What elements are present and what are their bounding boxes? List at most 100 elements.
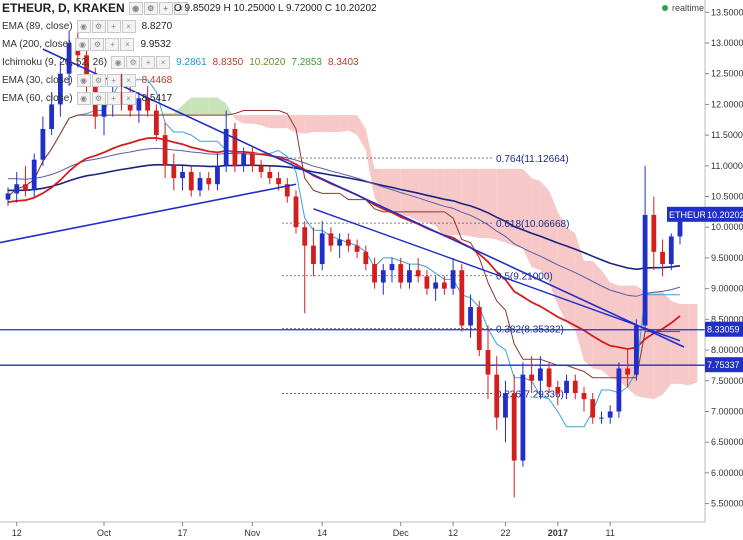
- settings-icon[interactable]: ⚙: [90, 37, 105, 51]
- candle-body: [14, 184, 20, 194]
- cloud-segment: [348, 115, 358, 136]
- time-axis[interactable]: 12 Oct 17 Nov 14 Dec 12 22 2017 11: [0, 521, 705, 538]
- indicator-buttons: ◉ ⚙ + ×: [76, 73, 136, 87]
- candle-body: [389, 264, 395, 271]
- cloud-segment: [252, 115, 262, 126]
- indicator-label[interactable]: EMA (60, close): [2, 92, 73, 104]
- indicator-row[interactable]: MA (200, close) ◉ ⚙ + × 9.9532: [2, 36, 177, 52]
- candle-body: [84, 55, 89, 80]
- y-tick-label: 8.50000: [711, 314, 743, 324]
- candle-body: [459, 270, 465, 326]
- candle-body: [441, 282, 447, 289]
- candle-body: [572, 380, 578, 394]
- indicator-label[interactable]: MA (200, close): [2, 38, 72, 50]
- y-tick-label: 7.50000: [711, 376, 743, 386]
- x-tick-label: Nov: [244, 528, 261, 538]
- candle-body: [494, 374, 500, 418]
- indicator-row[interactable]: Ichimoku (9, 26, 52, 26) ◉ ⚙ + × 9.2861 8.8350…: [2, 54, 365, 70]
- candle-body: [337, 239, 343, 246]
- indicator-label[interactable]: EMA (89, close): [2, 20, 73, 32]
- cloud-segment: [322, 115, 331, 133]
- candle-body: [372, 264, 377, 283]
- cloud-segment: [566, 227, 576, 331]
- indicator-row[interactable]: EMA (30, close) ◉ ⚙ + × 8.4468: [2, 72, 178, 88]
- close-icon[interactable]: ×: [120, 37, 135, 51]
- cloud-segment: [688, 303, 698, 386]
- indicator-label[interactable]: EMA (30, close): [2, 74, 73, 86]
- support-trendline[interactable]: [0, 183, 297, 244]
- eye-icon[interactable]: ◉: [76, 91, 91, 105]
- close-icon[interactable]: ×: [121, 91, 136, 105]
- downtrend-line[interactable]: [42, 48, 685, 348]
- candle-body: [380, 270, 386, 283]
- candle-body: [49, 104, 55, 129]
- close-icon[interactable]: ×: [121, 73, 136, 87]
- candle-body: [450, 270, 456, 289]
- indicator-label[interactable]: Ichimoku (9, 26, 52, 26): [2, 56, 108, 68]
- settings-icon[interactable]: ⚙: [91, 73, 106, 87]
- eye-icon[interactable]: ◉: [111, 55, 126, 69]
- cloud-segment: [304, 115, 314, 134]
- cloud-segment: [243, 115, 253, 124]
- cloud-segment: [592, 261, 602, 371]
- eye-icon[interactable]: ◉: [128, 1, 143, 15]
- close-icon[interactable]: ×: [121, 19, 136, 33]
- cloud-segment: [234, 115, 244, 124]
- trendlines[interactable]: [0, 48, 685, 348]
- candle-body: [319, 233, 325, 265]
- symbol-header[interactable]: ETHEUR, D, KRAKEN ◉ ⚙ + ×: [2, 1, 194, 15]
- settings-icon[interactable]: ⚙: [91, 19, 106, 33]
- mid-trendline[interactable]: [313, 208, 681, 342]
- candle-body: [537, 368, 543, 381]
- candle-body: [249, 153, 255, 166]
- candle-body: [293, 196, 299, 228]
- cloud-segment: [330, 115, 340, 133]
- ema-60-line: [7, 147, 681, 297]
- indicator-row[interactable]: EMA (89, close) ◉ ⚙ + × 8.8270: [2, 18, 178, 34]
- candle-body: [40, 128, 46, 160]
- candle-body: [546, 368, 552, 387]
- candle-body: [564, 380, 569, 394]
- add-icon[interactable]: +: [106, 73, 121, 87]
- candle-body: [520, 374, 526, 461]
- y-tick-label: 5.50000: [711, 499, 743, 509]
- settings-icon[interactable]: ⚙: [143, 1, 158, 15]
- cloud-segment: [680, 303, 689, 386]
- add-icon[interactable]: +: [106, 19, 121, 33]
- cloud-segment: [200, 97, 209, 116]
- cloud-segment: [383, 168, 392, 212]
- eye-icon[interactable]: ◉: [76, 73, 91, 87]
- fibonacci-levels: 0.764(11.12664) 0.618(10.06668) 0.5(9.2100…: [282, 154, 569, 400]
- x-tick-label: 17: [178, 528, 188, 538]
- candle-body: [241, 153, 247, 166]
- cloud-segment: [313, 115, 323, 133]
- y-tick-label: 13.50000: [711, 7, 743, 17]
- candle-body: [302, 227, 308, 246]
- add-icon[interactable]: +: [106, 91, 121, 105]
- cloud-segment: [531, 178, 541, 271]
- price-axis[interactable]: 13.50000 13.00000 12.50000 12.00000 11.50000…: [704, 0, 743, 540]
- eye-icon[interactable]: ◉: [76, 19, 91, 33]
- candle-body: [101, 104, 107, 117]
- y-tick-label: 9.00000: [711, 284, 743, 294]
- add-icon[interactable]: +: [105, 37, 120, 51]
- fib-label: 0.618(10.06668): [496, 219, 569, 230]
- add-icon[interactable]: +: [141, 55, 156, 69]
- cloud-segment: [400, 168, 410, 217]
- candle-body: [284, 184, 290, 197]
- symbol-title[interactable]: ETHEUR, D, KRAKEN: [2, 1, 125, 15]
- close-icon[interactable]: ×: [173, 1, 188, 15]
- price-tags: ETHEUR 10.20202 8.33059 7.75337: [667, 206, 743, 373]
- indicator-row[interactable]: EMA (60, close) ◉ ⚙ + × 8.5417: [2, 90, 178, 106]
- indicator-value: 8.4468: [141, 74, 173, 86]
- candle-body: [354, 245, 360, 252]
- close-icon[interactable]: ×: [156, 55, 171, 69]
- settings-icon[interactable]: ⚙: [126, 55, 141, 69]
- x-tick-label: 22: [500, 528, 510, 538]
- settings-icon[interactable]: ⚙: [91, 91, 106, 105]
- cloud-segment: [182, 97, 192, 116]
- eye-icon[interactable]: ◉: [75, 37, 90, 51]
- add-icon[interactable]: +: [158, 1, 173, 15]
- fib-label: 0.382(8.35332): [496, 324, 564, 335]
